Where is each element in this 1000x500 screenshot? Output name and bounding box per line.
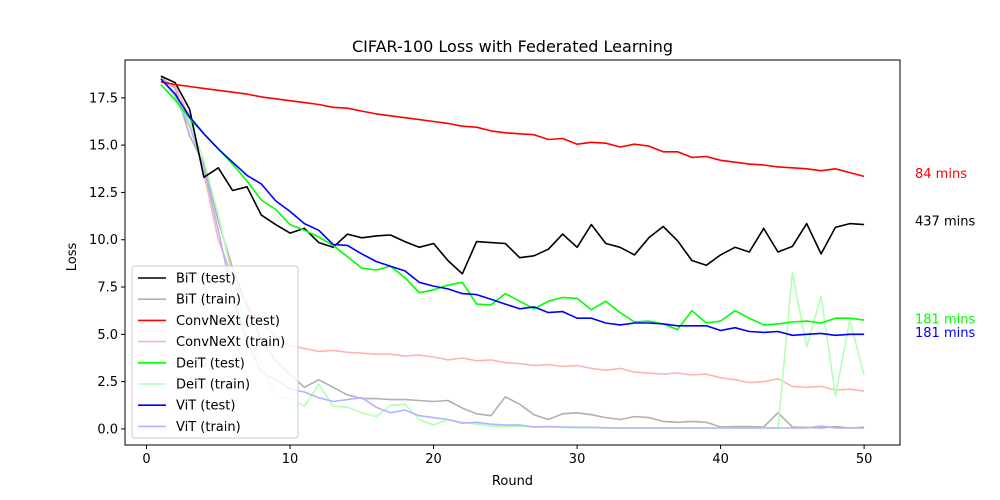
x-axis-label: Round: [492, 474, 533, 489]
legend-label: DeiT (train): [176, 378, 250, 393]
legend-label: ConvNeXt (test): [176, 314, 280, 329]
x-tick-label: 20: [425, 452, 442, 467]
y-tick-label: 2.5: [97, 375, 118, 390]
series-line-convnext-test: [160, 81, 865, 178]
series-line-deit-test: [160, 84, 865, 331]
chart-title: CIFAR-100 Loss with Federated Learning: [352, 37, 673, 56]
y-tick-label: 10.0: [89, 233, 118, 248]
legend: BiT (test) BiT (train) ConvNeXt (test) Conv…: [131, 265, 299, 439]
y-axis-label: Loss: [65, 243, 80, 272]
legend-label: BiT (train): [176, 293, 241, 308]
y-axis: 0.0 2.5 5.0 7.5 10.0 12.5 15.0 17.5: [89, 91, 125, 437]
legend-label: BiT (test): [176, 272, 236, 287]
x-tick-label: 0: [142, 452, 150, 467]
y-tick-label: 17.5: [89, 91, 118, 106]
x-axis: 0 10 20 30 40 50: [142, 445, 872, 467]
runtime-label: 181 mins: [915, 313, 975, 328]
x-tick-label: 10: [282, 452, 299, 467]
legend-label: ConvNeXt (train): [176, 335, 285, 350]
x-tick-label: 50: [856, 452, 873, 467]
legend-box: [131, 265, 299, 439]
legend-label: DeiT (test): [176, 356, 245, 371]
y-tick-label: 5.0: [97, 328, 118, 343]
y-tick-label: 12.5: [89, 186, 118, 201]
y-tick-label: 0.0: [97, 422, 118, 437]
runtime-label: 84 mins: [915, 167, 967, 182]
legend-label: ViT (train): [176, 420, 241, 435]
plot-frame: [124, 59, 901, 446]
runtime-label: 181 mins: [915, 326, 975, 341]
y-tick-label: 7.5: [97, 281, 118, 296]
x-tick-label: 30: [569, 452, 586, 467]
series-line-bit-test: [160, 75, 865, 275]
y-tick-label: 15.0: [89, 139, 118, 154]
runtime-label: 437 mins: [915, 214, 975, 229]
x-tick-label: 40: [712, 452, 729, 467]
series-line-vit-test: [160, 78, 865, 337]
legend-label: ViT (test): [176, 399, 235, 414]
